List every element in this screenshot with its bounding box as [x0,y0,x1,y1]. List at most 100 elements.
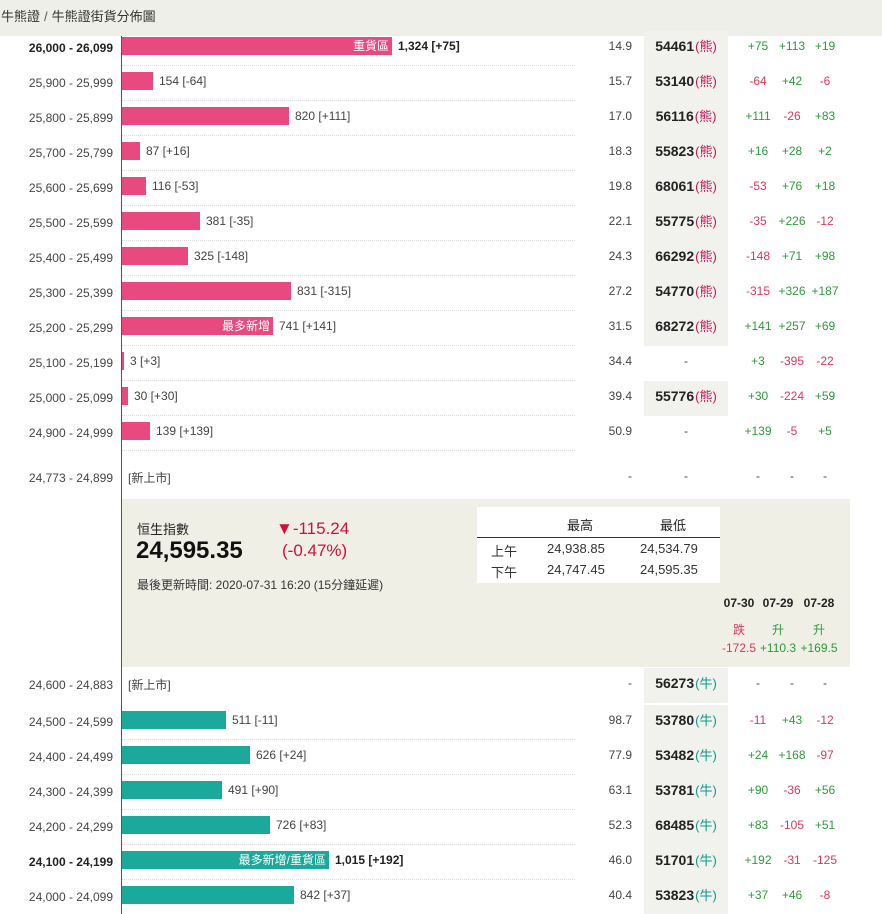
history-direction-2: 升 [758,621,798,638]
history-date-2: 07-29 [758,596,798,610]
change-day3: +2 [805,136,845,167]
warrant-code[interactable]: 56116(熊) [644,101,728,136]
outstanding-count: 626 [+24] [256,740,306,771]
change-day3: +59 [805,381,845,412]
ratio: 63.1 [590,775,632,806]
new-listing-label: [新上市] [128,668,171,703]
bear-volume-bar [122,352,124,370]
bear-row[interactable]: 25,900 - 25,999 154 [-64] 15.7 53140(熊) -64 +… [0,66,882,101]
bull-row[interactable]: 24,300 - 24,399 491 [+90] 63.1 53781(牛) +90-… [0,775,882,810]
ratio: 18.3 [590,136,632,167]
bull-row[interactable]: 24,100 - 24,199 最多新增/重貨區 1,015 [+192] 46.0 5… [0,845,882,880]
outstanding-count: 491 [+90] [228,775,278,806]
change-day3: +56 [805,775,845,806]
bull-volume-bar [122,816,270,834]
bear-volume-bar [122,247,188,265]
row-divider [122,450,575,451]
warrant-code[interactable]: 55823(熊) [644,136,728,171]
outstanding-count: 3 [+3] [130,346,160,377]
bear-row[interactable]: 25,100 - 25,199 3 [+3] 34.4 - +3 -395 -22 [0,346,882,381]
change-day3: -12 [805,705,845,736]
ratio: 40.4 [590,880,632,911]
change-day3: +187 [805,276,845,307]
bear-volume-bar [122,142,140,160]
outstanding-count: 87 [+16] [146,136,190,167]
ratio: 52.3 [590,810,632,841]
bear-volume-bar [122,422,150,440]
warrant-code[interactable]: 53823(牛) [644,880,728,914]
change-day3: +69 [805,311,845,342]
warrant-code[interactable]: 55775(熊) [644,206,728,241]
bear-volume-bar: 最多新增 [122,317,273,335]
warrant-code[interactable]: 54770(熊) [644,276,728,311]
warrant-code[interactable]: 68272(熊) [644,311,728,346]
bear-row[interactable]: 25,200 - 25,299 最多新增 741 [+141] 31.5 68272(熊… [0,311,882,346]
history-date-1: 07-30 [719,596,759,610]
history-date-3: 07-28 [799,596,839,610]
bear-row[interactable]: 26,000 - 26,099 重貨區 1,324 [+75] 14.9 54461(熊… [0,31,882,66]
strike-range: 25,100 - 25,199 [0,346,113,381]
change-day3: +18 [805,171,845,202]
pm-high: 24,747.45 [547,562,605,577]
bear-new-listing-row[interactable]: 24,773 - 24,899 [新上市] - - - - - [0,461,882,496]
warrant-code[interactable]: 53780(牛) [644,705,728,740]
change-day3: - [805,668,845,699]
warrant-code[interactable]: 53140(熊) [644,66,728,101]
bull-volume-bar [122,746,250,764]
ratio: 24.3 [590,241,632,272]
strike-range: 25,400 - 25,499 [0,241,113,276]
ratio: 98.7 [590,705,632,736]
strike-range: 25,800 - 25,899 [0,101,113,136]
ratio: 15.7 [590,66,632,97]
warrant-code[interactable]: 53482(牛) [644,740,728,775]
index-summary-panel: 恒生指數 24,595.35 ▼-115.24 (-0.47%) 最後更新時間:… [122,499,850,667]
bear-row[interactable]: 25,300 - 25,399 831 [-315] 27.2 54770(熊) -31… [0,276,882,311]
bear-row[interactable]: 25,600 - 25,699 116 [-53] 19.8 68061(熊) -53 +… [0,171,882,206]
history-direction-1: 跌 [719,621,759,638]
bear-row[interactable]: 25,500 - 25,599 381 [-35] 22.1 55775(熊) -35 +… [0,206,882,241]
bear-row[interactable]: 24,900 - 24,999 139 [+139] 50.9 - +139 -5 +5 [0,416,882,451]
history-direction-3: 升 [799,621,839,638]
outstanding-count: 1,015 [+192] [335,845,403,876]
index-change: ▼-115.24 [276,519,349,539]
bear-row[interactable]: 25,700 - 25,799 87 [+16] 18.3 55823(熊) +16 +2… [0,136,882,171]
strike-range: 24,773 - 24,899 [0,461,113,496]
new-listing-label: [新上市] [128,461,171,496]
outstanding-count: 154 [-64] [159,66,206,97]
bear-row[interactable]: 25,000 - 25,099 30 [+30] 39.4 55776(熊) +30 -2… [0,381,882,416]
change-day3: -97 [805,740,845,771]
bear-volume-bar [122,282,291,300]
outstanding-count: 726 [+83] [276,810,326,841]
change-day3: -125 [805,845,845,876]
warrant-code[interactable]: 55776(熊) [644,381,728,416]
am-low: 24,534.79 [640,541,698,556]
bull-row[interactable]: 24,400 - 24,499 626 [+24] 77.9 53482(牛) +24 +… [0,740,882,775]
breadcrumb-link-cbbc[interactable]: 牛熊證 [1,9,40,24]
strike-range: 24,500 - 24,599 [0,705,113,740]
strike-range: 26,000 - 26,099 [0,31,113,66]
pm-label: 下午 [491,562,517,581]
ratio: 27.2 [590,276,632,307]
bull-row[interactable]: 24,500 - 24,599 511 [-11] 98.7 53780(牛) -11 +… [0,705,882,740]
warrant-code[interactable]: 68485(牛) [644,810,728,845]
outstanding-count: 116 [-53] [152,171,198,202]
warrant-code[interactable]: 68061(熊) [644,171,728,206]
change-day3: - [805,461,845,492]
outstanding-count: 741 [+141] [279,311,336,342]
strike-range: 25,700 - 25,799 [0,136,113,171]
ratio: 34.4 [590,346,632,377]
warrant-code[interactable]: 53781(牛) [644,775,728,810]
bull-row[interactable]: 24,000 - 24,099 842 [+37] 40.4 53823(牛) +37 +… [0,880,882,914]
warrant-code[interactable]: 66292(熊) [644,241,728,276]
bull-row[interactable]: 24,200 - 24,299 726 [+83] 52.3 68485(牛) +83-… [0,810,882,845]
bear-row[interactable]: 25,800 - 25,899 820 [+111] 17.0 56116(熊) +11… [0,101,882,136]
warrant-code: - [644,416,728,451]
strike-range: 25,500 - 25,599 [0,206,113,241]
ratio: 50.9 [590,416,632,447]
bull-new-listing-row[interactable]: 24,600 - 24,883 [新上市] - 56273(牛) - - - [0,668,882,703]
outstanding-count: 1,324 [+75] [398,31,460,62]
bear-row[interactable]: 25,400 - 25,499 325 [-148] 24.3 66292(熊) -14… [0,241,882,276]
warrant-code[interactable]: 56273(牛) [644,668,728,703]
warrant-code[interactable]: 51701(牛) [644,845,728,880]
warrant-code[interactable]: 54461(熊) [644,31,728,66]
